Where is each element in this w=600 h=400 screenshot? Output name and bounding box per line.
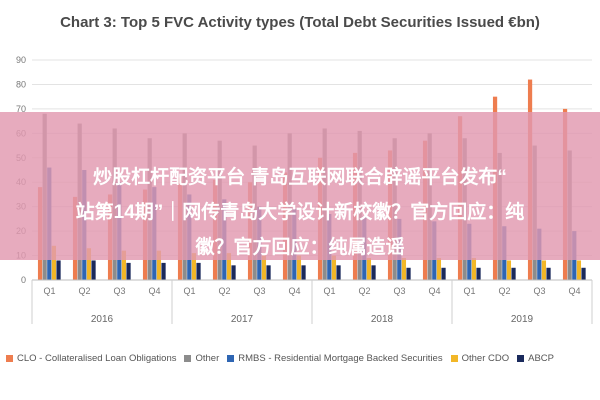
legend-swatch [517, 354, 525, 362]
y-tick-label: 70 [16, 104, 26, 114]
x-tick-label: Q3 [113, 286, 125, 296]
bar [511, 267, 516, 280]
x-tick-label: Q1 [183, 286, 195, 296]
legend-swatch [184, 354, 192, 362]
bar [546, 267, 551, 280]
overlay-banner [0, 112, 600, 260]
bar [156, 250, 162, 280]
bar [576, 260, 582, 280]
x-tick-label: Q3 [393, 286, 405, 296]
overlay-line-1: 炒股杠杆配资平台 青岛互联网联合辟谣平台发布“ [93, 167, 507, 188]
x-tick-label: Q4 [428, 286, 440, 296]
bar [436, 258, 442, 280]
legend-item: RMBS - Residential Mortgage Backed Secur… [227, 352, 443, 364]
legend-label: Other [195, 352, 220, 364]
x-group-label: 2017 [231, 314, 254, 325]
x-tick-label: Q2 [498, 286, 510, 296]
legend-label: ABCP [528, 352, 554, 364]
x-group-label: 2016 [91, 314, 114, 325]
legend-swatch [227, 354, 235, 362]
overlay-line-3: 徽？官方回应：纯属造谣 [195, 237, 405, 258]
x-tick-label: Q4 [568, 286, 580, 296]
legend-item: ABCP [517, 353, 554, 364]
bar [191, 253, 197, 280]
legend-item: Other CDO [450, 352, 510, 364]
bar [231, 265, 236, 280]
bar [126, 262, 131, 280]
bar [301, 265, 306, 280]
chart-legend: CLO - Collateralised Loan Obligations Oth… [6, 350, 600, 366]
x-tick-label: Q3 [533, 286, 545, 296]
bar [476, 267, 481, 280]
y-tick-label: 0 [21, 275, 26, 285]
legend-label: CLO - Collateralised Loan Obligations [17, 352, 177, 364]
bar [86, 248, 92, 280]
overlay-text: 炒股杠杆配资平台 青岛互联网联合辟谣平台发布“ 站第14期”｜网传青岛大学设计新… [0, 160, 600, 265]
bar [371, 265, 376, 280]
x-tick-label: Q2 [78, 286, 90, 296]
x-tick-label: Q4 [148, 286, 160, 296]
bar [506, 260, 512, 280]
bar [296, 255, 302, 280]
x-tick-label: Q1 [43, 286, 55, 296]
y-tick-label: 90 [16, 55, 26, 65]
legend-item: CLO - Collateralised Loan Obligations [6, 353, 176, 364]
bar [161, 262, 166, 280]
legend-label: RMBS - Residential Mortgage Backed Secur… [238, 352, 443, 364]
bar [401, 258, 407, 280]
bar [196, 262, 201, 280]
bar [261, 255, 267, 280]
x-tick-label: Q2 [358, 286, 370, 296]
legend-item: Other [184, 353, 219, 364]
overlay-line-2: 站第14期”｜网传青岛大学设计新校徽？官方回应：纯 [75, 202, 525, 223]
bar [56, 260, 61, 280]
legend-swatch [450, 354, 458, 362]
x-tick-label: Q4 [288, 286, 300, 296]
bar [336, 265, 341, 280]
x-group-label: 2019 [511, 314, 534, 325]
x-tick-label: Q3 [253, 286, 265, 296]
x-tick-label: Q1 [463, 286, 475, 296]
y-tick-label: 80 [16, 79, 26, 89]
bar [91, 260, 96, 280]
x-tick-label: Q2 [218, 286, 230, 296]
bar [406, 267, 411, 280]
bar [366, 258, 372, 280]
legend-label: Other CDO [461, 352, 510, 364]
bar [226, 253, 232, 280]
bar [441, 267, 446, 280]
x-group-label: 2018 [371, 314, 394, 325]
bar [471, 258, 477, 280]
bar [331, 255, 337, 280]
x-tick-label: Q1 [323, 286, 335, 296]
legend-swatch [6, 354, 13, 362]
bar [266, 265, 271, 280]
bar [121, 250, 127, 280]
chart-title: Chart 3: Top 5 FVC Activity types (Total… [60, 14, 540, 31]
bar [581, 267, 586, 280]
bar [541, 260, 547, 280]
bar [51, 245, 57, 280]
